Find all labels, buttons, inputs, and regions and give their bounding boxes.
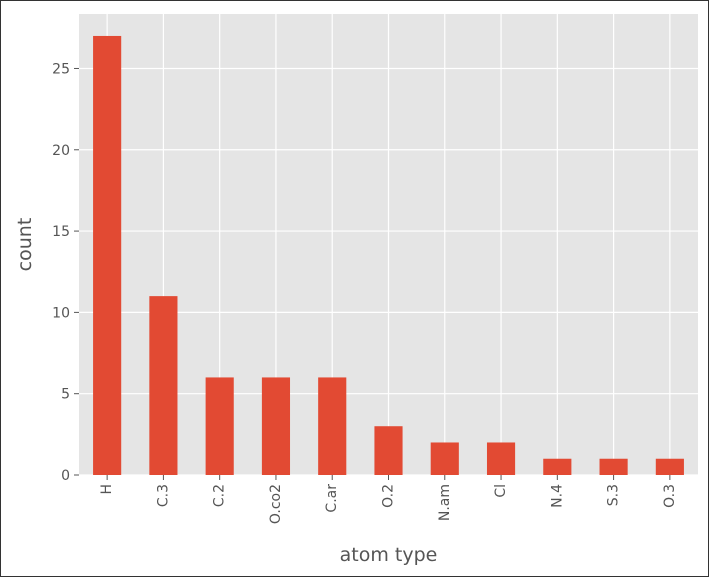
y-tick-label: 20 <box>52 143 70 159</box>
x-tick-label: N.4 <box>549 484 565 508</box>
bar-s-3 <box>599 458 628 475</box>
bar-cl <box>486 442 516 475</box>
bar-c-2 <box>205 377 234 475</box>
bar-o-3 <box>655 458 684 475</box>
x-tick-label: N.am <box>437 484 453 521</box>
bar-c-ar <box>318 377 347 475</box>
x-tick-label: O.co2 <box>268 484 284 524</box>
x-tick-label: C.3 <box>155 484 171 507</box>
y-tick-label: 15 <box>52 224 70 240</box>
x-tick-label: C.ar <box>324 484 340 513</box>
bar-n-am <box>430 442 459 475</box>
x-tick-label: S.3 <box>606 484 622 506</box>
x-tick-label: Cl <box>493 484 509 498</box>
bars <box>93 35 684 475</box>
y-tick-label: 0 <box>61 468 70 484</box>
x-tick-label: O.3 <box>662 484 678 508</box>
bar-h <box>93 35 122 475</box>
y-axis-ticks: 0 5 10 15 20 25 <box>52 61 79 484</box>
y-tick-label: 25 <box>52 61 70 77</box>
bar-n-4 <box>543 458 572 475</box>
y-tick-label: 10 <box>52 305 70 321</box>
bar-c-3 <box>149 296 178 475</box>
x-tick-label: C.2 <box>212 484 228 507</box>
x-axis-label: atom type <box>340 544 438 566</box>
x-axis-ticks: H C.3 C.2 O.co2 C.ar O.2 N.am Cl N.4 S.3 O.3 <box>99 475 678 524</box>
x-tick-label: O.2 <box>381 484 397 508</box>
x-tick-label: H <box>99 484 115 495</box>
bar-o-co2 <box>261 377 291 475</box>
y-tick-label: 5 <box>61 387 70 403</box>
y-axis-label: count <box>14 218 36 272</box>
bar-o-2 <box>374 426 403 475</box>
